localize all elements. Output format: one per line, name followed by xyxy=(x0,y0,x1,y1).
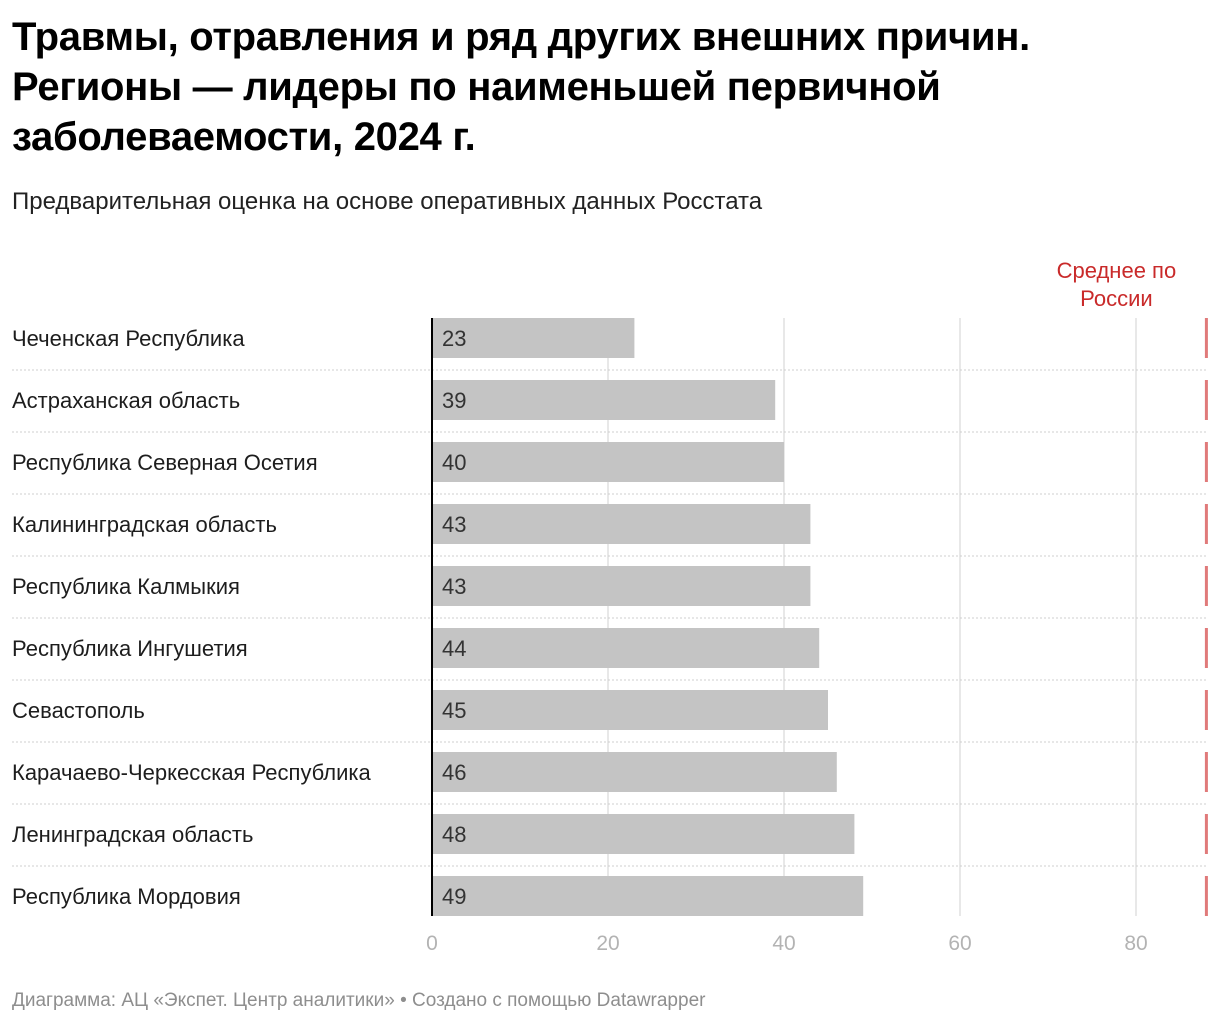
bar xyxy=(432,504,811,544)
value-label: 44 xyxy=(442,636,466,661)
x-tick-label: 80 xyxy=(1124,932,1147,955)
value-label: 39 xyxy=(442,388,466,413)
value-label: 45 xyxy=(442,698,466,723)
value-label: 23 xyxy=(442,326,466,351)
category-label: Республика Калмыкия xyxy=(12,574,240,599)
category-label: Республика Мордовия xyxy=(12,884,241,909)
value-label: 43 xyxy=(442,512,466,537)
value-label: 46 xyxy=(442,760,466,785)
x-tick-label: 60 xyxy=(948,932,971,955)
x-tick-label: 40 xyxy=(772,932,795,955)
chart-title: Травмы, отравления и ряд других внешних … xyxy=(12,15,1030,159)
value-label: 48 xyxy=(442,822,466,847)
category-label: Ленинградская область xyxy=(12,822,253,847)
bar xyxy=(432,380,776,420)
category-label: Республика Ингушетия xyxy=(12,636,248,661)
x-tick-label: 0 xyxy=(426,932,438,955)
value-label: 49 xyxy=(442,884,466,909)
bar xyxy=(432,318,635,358)
bar xyxy=(432,690,828,730)
category-label: Астраханская область xyxy=(12,388,240,413)
bar xyxy=(432,566,811,606)
bar xyxy=(432,752,837,792)
category-label: Калининградская область xyxy=(12,512,277,537)
bar xyxy=(432,876,864,916)
chart-subtitle: Предварительная оценка на основе операти… xyxy=(12,188,763,215)
reference-label: России xyxy=(1080,286,1153,311)
reference-label: Среднее по xyxy=(1057,258,1177,283)
bar xyxy=(432,628,820,668)
bar xyxy=(432,442,784,482)
x-tick-label: 20 xyxy=(596,932,619,955)
category-label: Карачаево-Черкесская Республика xyxy=(12,760,372,785)
category-label: Республика Северная Осетия xyxy=(12,450,318,475)
bar-chart: 0 20 40 60 80 Чеченская Республика 23 Астраханс… xyxy=(12,258,1208,955)
chart-footer: Диаграмма: АЦ «Экспет. Центр аналитики» … xyxy=(12,990,706,1011)
category-label: Чеченская Республика xyxy=(12,326,245,351)
bar xyxy=(432,814,855,854)
value-label: 43 xyxy=(442,574,466,599)
category-label: Севастополь xyxy=(12,698,145,723)
value-label: 40 xyxy=(442,450,466,475)
